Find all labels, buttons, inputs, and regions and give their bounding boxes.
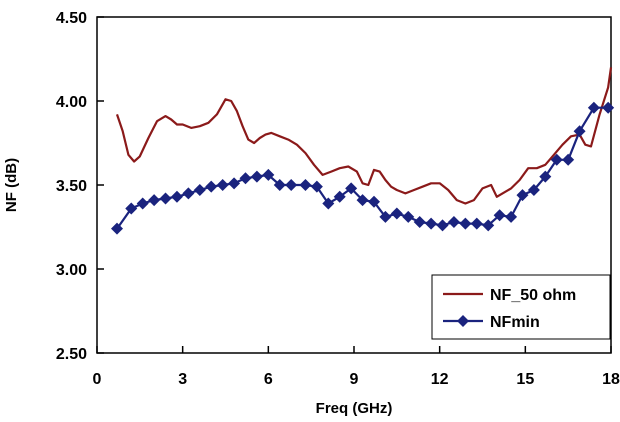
x-tick-label: 6	[264, 371, 273, 388]
nfmin-point	[493, 209, 506, 222]
nfmin-point	[425, 217, 438, 230]
nfmin-point	[602, 101, 615, 114]
series-line-nf50	[115, 67, 613, 205]
nfmin-point	[250, 170, 263, 183]
x-tick-label: 12	[431, 371, 449, 388]
nfmin-point	[333, 190, 346, 203]
nfmin-point	[379, 210, 392, 223]
y-axis-title: NF (dB)	[3, 158, 20, 212]
legend-label-nf50: NF_50 ohm	[490, 287, 576, 304]
nfmin-point	[125, 202, 138, 215]
nfmin-point	[136, 197, 149, 210]
nfmin-point	[205, 180, 218, 193]
x-tick-label: 3	[178, 371, 187, 388]
legend-label-nfmin: NFmin	[490, 314, 540, 331]
nfmin-point	[216, 179, 229, 191]
nfmin-point	[573, 125, 586, 138]
x-tick-label: 15	[516, 371, 534, 388]
nfmin-point	[322, 197, 335, 210]
legend-marker-nfmin	[457, 315, 469, 327]
nfmin-point	[285, 179, 298, 191]
nfmin-point	[550, 153, 563, 166]
nfmin-point	[356, 194, 369, 207]
nfmin-point	[447, 215, 460, 228]
nfmin-point	[436, 219, 449, 232]
nfmin-point	[273, 179, 286, 191]
nfmin-point	[148, 194, 161, 207]
nfmin-point	[159, 192, 172, 205]
nfmin-point	[182, 187, 195, 200]
y-tick-label: 2.50	[56, 346, 87, 363]
nfmin-point	[367, 195, 380, 208]
y-axis-ticks: 2.50 3.00 3.50 4.00 4.50	[56, 10, 104, 363]
legend-box	[431, 274, 611, 340]
y-tick-label: 3.00	[56, 262, 87, 279]
nfmin-point	[402, 210, 415, 223]
x-tick-label: 9	[350, 371, 359, 388]
x-axis-ticks: 0 3 6 9 12 15 18	[93, 346, 620, 388]
series-layer	[110, 67, 615, 235]
nfmin-point	[390, 207, 403, 220]
nfmin-point	[310, 180, 323, 193]
nfmin-point	[228, 177, 241, 190]
nfmin-point	[413, 215, 426, 228]
legend: NF_50 ohm NFmin	[431, 274, 611, 340]
nfmin-point	[562, 153, 575, 166]
nfmin-point	[299, 179, 312, 191]
x-tick-label: 18	[602, 371, 620, 388]
nfmin-point	[239, 172, 252, 185]
nfmin-point	[345, 182, 358, 195]
y-tick-label: 3.50	[56, 178, 87, 195]
y-tick-label: 4.00	[56, 94, 87, 111]
nfmin-point	[110, 222, 123, 235]
nfmin-point	[539, 170, 552, 183]
x-tick-label: 0	[93, 371, 102, 388]
nfmin-point	[262, 168, 275, 181]
x-axis-title: Freq (GHz)	[316, 400, 393, 417]
nfmin-point	[587, 101, 600, 114]
nfmin-point	[527, 184, 540, 197]
nfmin-point	[459, 217, 472, 230]
nfmin-point	[470, 217, 483, 230]
nfmin-point	[193, 184, 206, 197]
nfmin-point	[505, 210, 518, 223]
y-tick-label: 4.50	[56, 10, 87, 27]
nfmin-point	[482, 219, 495, 232]
nfmin-point	[170, 190, 183, 203]
nfmin-point	[516, 189, 529, 202]
